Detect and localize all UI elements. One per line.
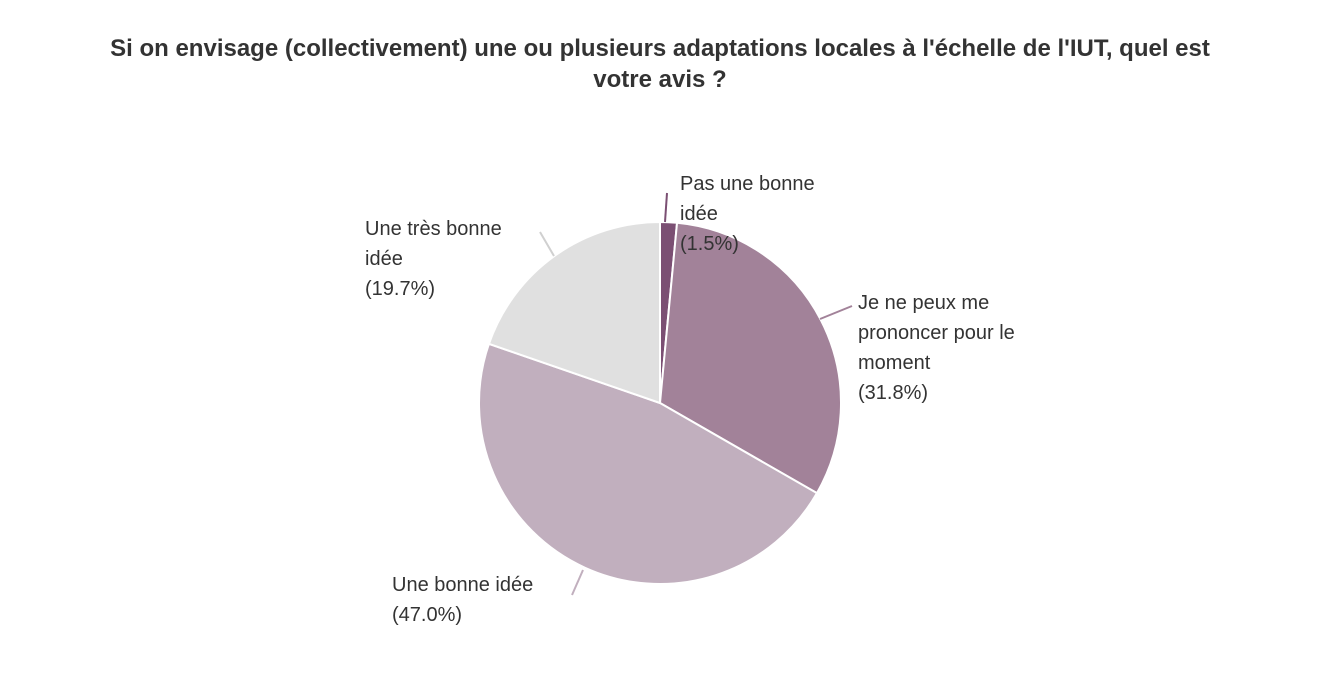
chart-title: Si on envisage (collectivement) une ou p…	[0, 33, 1320, 95]
slice-label-line: moment	[858, 352, 931, 374]
slice-label-pas-une-bonne-idee: Pas une bonne idée (1.5%)	[680, 173, 815, 255]
chart-title-line-1: Si on envisage (collectivement) une ou p…	[110, 35, 1210, 62]
pie-slice-une-bonne-idee	[478, 342, 819, 585]
slice-label-line: (47.0%)	[392, 604, 462, 626]
leader-line-pas-une-bonne-idee	[664, 192, 668, 223]
pie-slice-je-ne-peux-me-prononcer	[658, 221, 842, 495]
pie-slices	[478, 220, 842, 585]
slice-label-une-tres-bonne-idee: Une très bonne idée (19.7%)	[365, 218, 502, 300]
leader-line-une-bonne-idee	[571, 569, 584, 596]
slice-label-line: Je ne peux me	[858, 292, 989, 314]
slice-label-line: Pas une bonne	[680, 173, 815, 195]
slice-label-line: prononcer pour le	[858, 322, 1015, 344]
slice-label-une-bonne-idee: Une bonne idée (47.0%)	[392, 574, 533, 626]
slice-label-line: Une très bonne	[365, 218, 502, 240]
pie-slice-une-tres-bonne-idee	[487, 220, 661, 405]
slice-label-je-ne-peux-me-prononcer: Je ne peux me prononcer pour le moment (31.…	[858, 292, 1015, 404]
slice-label-line: (1.5%)	[680, 233, 739, 255]
leader-line-je-ne-peux-me-prononcer	[819, 305, 853, 320]
slice-labels: Pas une bonne idée (1.5%) Je ne peux me pron…	[365, 173, 1015, 626]
slice-label-line: (31.8%)	[858, 382, 928, 404]
slice-label-line: Une bonne idée	[392, 574, 533, 596]
slice-label-line: (19.7%)	[365, 278, 435, 300]
chart-title-line-2: votre avis ?	[593, 66, 727, 93]
slice-label-line: idée	[365, 248, 403, 270]
slice-label-line: idée	[680, 203, 718, 225]
label-leader-lines	[539, 192, 853, 596]
leader-line-une-tres-bonne-idee	[539, 231, 555, 257]
